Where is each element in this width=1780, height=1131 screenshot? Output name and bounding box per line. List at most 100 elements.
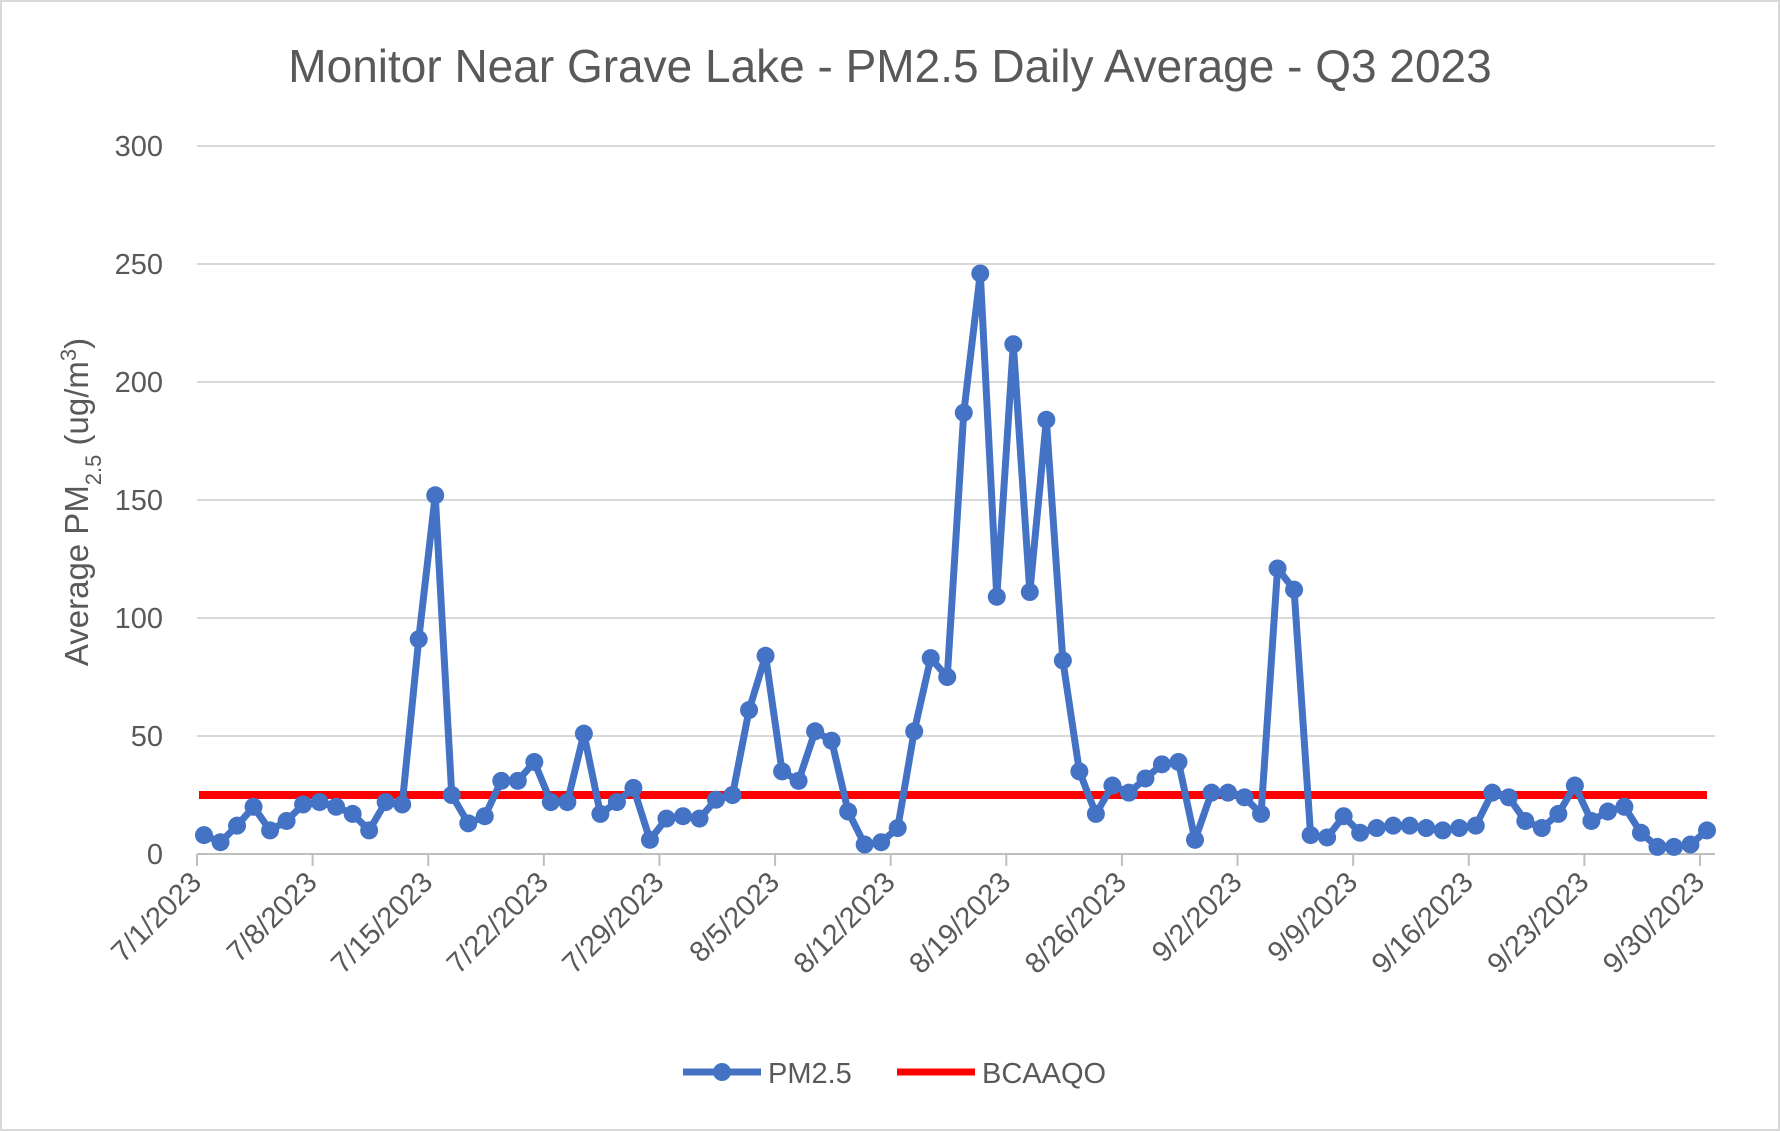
pm25-point	[426, 486, 445, 505]
pm25-point	[1053, 651, 1072, 670]
pm25-point	[409, 630, 428, 649]
pm25-point	[1136, 769, 1155, 788]
pm25-point	[541, 793, 560, 812]
pm25-point	[1351, 823, 1370, 842]
y-axis-label-unit-close: )	[58, 338, 95, 349]
x-tick-label: 7/22/2023	[441, 866, 555, 980]
pm25-point	[1516, 811, 1535, 830]
pm25-point	[806, 722, 825, 741]
pm25-point	[690, 809, 709, 828]
pm25-point	[195, 826, 213, 845]
pm25-point	[954, 403, 973, 422]
pm25-point	[640, 830, 659, 849]
pm25-point	[1450, 819, 1469, 838]
x-tick-label: 8/26/2023	[1019, 866, 1133, 980]
pm25-point	[607, 793, 626, 812]
pm25-point	[707, 790, 726, 809]
pm25-point	[921, 649, 940, 668]
y-axis-label-unit-open: (ug/m	[58, 361, 95, 455]
y-axis-label-subscript: 2.5	[81, 455, 106, 486]
pm25-point	[1466, 816, 1485, 835]
pm25-point	[475, 807, 494, 826]
pm25-point	[789, 771, 808, 790]
pm25-point	[855, 835, 874, 854]
pm25-point	[1202, 783, 1221, 802]
pm25-point	[938, 668, 957, 686]
pm25-point	[872, 833, 891, 852]
pm25-point	[244, 797, 263, 816]
pm25-point	[1037, 410, 1056, 429]
pm25-point	[1483, 783, 1502, 802]
y-axis-label-main: Average PM	[58, 485, 95, 666]
pm25-point	[1334, 807, 1353, 826]
pm25-point	[459, 814, 478, 833]
pm25-point	[442, 786, 461, 804]
pm25-point	[740, 701, 759, 720]
y-tick-label: 250	[115, 249, 163, 281]
pm25-point	[261, 821, 280, 840]
x-tick-label: 7/8/2023	[221, 866, 323, 968]
pm25-point	[1169, 752, 1188, 771]
y-tick-label: 0	[147, 839, 163, 871]
y-tick-label: 150	[115, 485, 163, 517]
pm25-point	[294, 795, 313, 814]
pm25-point	[971, 264, 990, 283]
x-tick-label: 9/9/2023	[1262, 866, 1364, 968]
pm25-point	[508, 771, 527, 790]
pm25-point	[905, 722, 924, 741]
pm25-point	[574, 724, 593, 743]
x-tick-label: 9/16/2023	[1366, 866, 1480, 980]
pm25-point	[1268, 559, 1287, 578]
pm25-point	[987, 587, 1006, 606]
pm25-point	[277, 811, 296, 830]
pm25-point	[327, 797, 346, 816]
x-tick-labels: 7/1/2023 7/8/2023 7/15/2023 7/22/2023 7/29/2…	[105, 866, 1710, 980]
pm25-point	[657, 809, 676, 828]
pm25-point	[1020, 583, 1039, 602]
chart-title: Monitor Near Grave Lake - PM2.5 Daily Av…	[288, 40, 1491, 92]
pm25-point	[1185, 830, 1204, 849]
pm25-point	[1400, 816, 1419, 835]
pm25-point	[1086, 804, 1105, 823]
pm25-point	[1681, 835, 1700, 854]
pm25-point	[1499, 788, 1518, 807]
pm25-point	[1648, 837, 1667, 856]
pm25-point	[1384, 816, 1403, 835]
pm25-point	[822, 731, 841, 750]
pm25-point	[1004, 335, 1023, 354]
x-tick-label: 8/12/2023	[788, 866, 902, 980]
pm25-point	[525, 752, 544, 771]
pm25-point	[888, 819, 907, 838]
pm25-point	[310, 793, 329, 812]
pm25-point	[228, 816, 247, 835]
pm25-point	[1664, 837, 1683, 856]
pm25-point	[393, 795, 412, 814]
pm25-point	[1301, 826, 1320, 845]
legend: PM2.5 BCAAQO	[683, 1058, 1106, 1090]
pm25-point	[1615, 797, 1634, 816]
y-axis-label: Average PM2.5 (ug/m3)	[56, 338, 106, 666]
pm25-point	[773, 762, 792, 781]
x-tick-label: 7/29/2023	[557, 866, 671, 980]
pm25-point	[1318, 828, 1337, 847]
pm25-point	[376, 793, 395, 812]
pm25-point	[1532, 819, 1551, 838]
pm25-point	[1549, 804, 1568, 823]
y-tick-label: 300	[115, 131, 163, 163]
pm25-point	[1631, 823, 1650, 842]
pm25-point	[1285, 580, 1304, 599]
gridlines	[197, 145, 1715, 737]
pm25-point	[1070, 762, 1089, 781]
pm25-point	[624, 778, 643, 797]
pm25-point	[1565, 776, 1584, 795]
legend-pm25-marker	[713, 1063, 731, 1081]
pm25-point	[756, 646, 775, 665]
pm25-point	[1433, 821, 1452, 840]
x-tick-label: 9/23/2023	[1481, 866, 1595, 980]
x-tick-label: 9/30/2023	[1597, 866, 1711, 980]
y-tick-label: 200	[115, 367, 163, 399]
x-tick-label: 7/1/2023	[105, 866, 207, 968]
pm25-point	[1119, 783, 1138, 802]
pm25-point	[723, 786, 742, 804]
